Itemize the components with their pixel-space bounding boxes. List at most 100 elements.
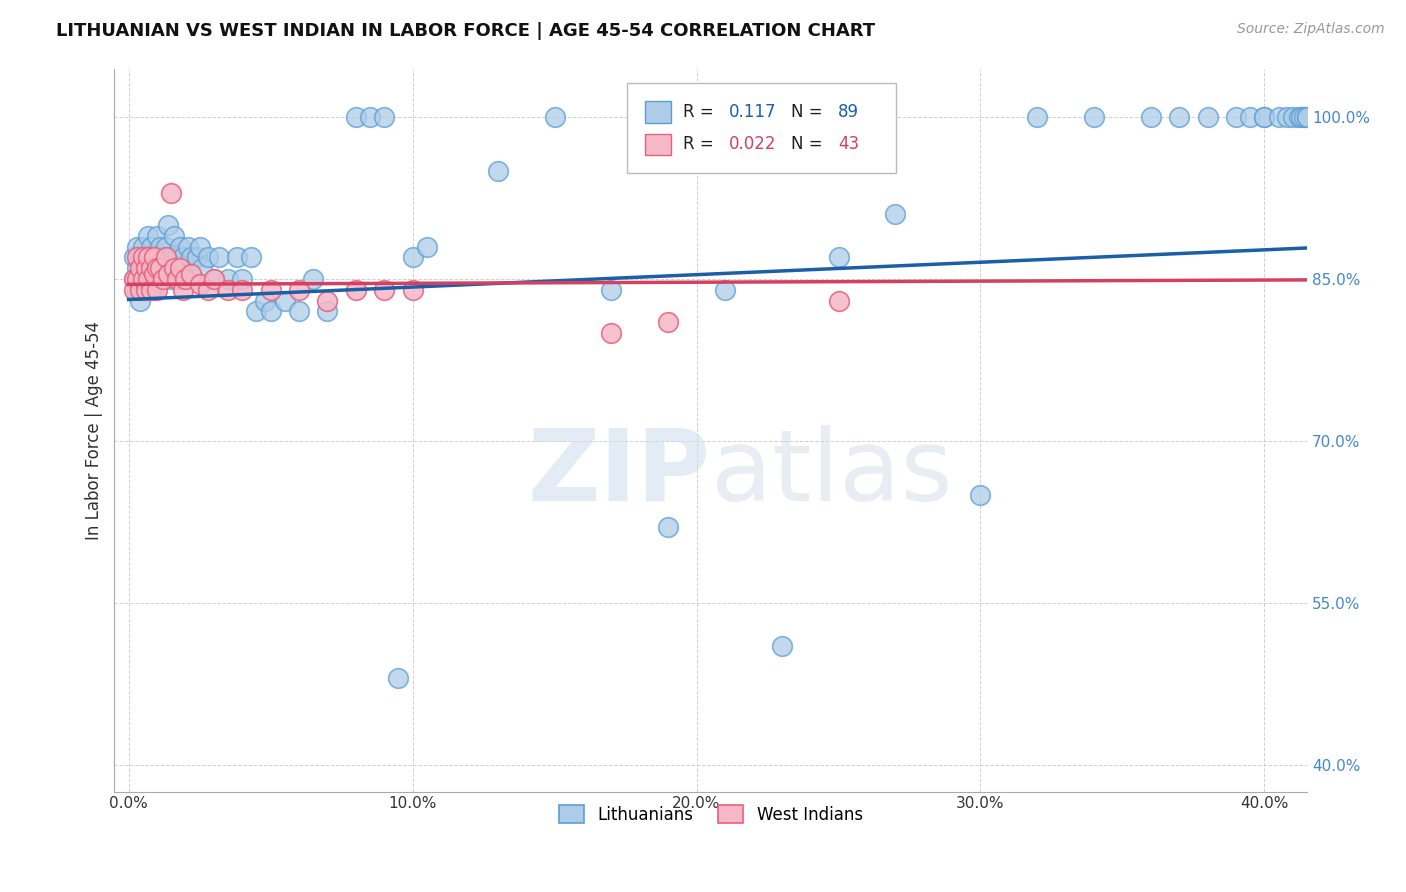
Point [183,272,205,286]
Point [316,293,339,308]
Point [129,261,152,276]
Point [169,261,191,276]
Text: N =: N = [790,136,823,153]
Point [1291,110,1313,124]
Point [373,110,395,124]
Point [1267,110,1289,124]
Point [124,251,146,265]
Point [157,218,180,232]
Point [191,261,214,276]
Point [143,251,166,265]
Point [132,251,155,265]
Point [177,239,200,253]
Point [169,261,191,276]
Point [344,283,367,297]
Point [146,261,169,276]
Point [127,251,149,265]
Point [197,251,219,265]
FancyBboxPatch shape [627,83,896,173]
Text: 0.117: 0.117 [728,103,776,121]
Point [135,283,157,297]
Text: 43: 43 [838,136,859,153]
Point [1253,110,1275,124]
Point [135,261,157,276]
Point [827,293,849,308]
FancyBboxPatch shape [645,101,672,123]
Point [146,228,169,243]
Point [132,239,155,253]
Point [217,283,239,297]
Point [149,239,172,253]
Point [129,272,152,286]
Y-axis label: In Labor Force | Age 45-54: In Labor Force | Age 45-54 [86,320,103,540]
Point [129,293,152,308]
Point [217,272,239,286]
Point [152,251,174,265]
Point [1239,110,1261,124]
Point [543,110,565,124]
Point [152,272,174,286]
Text: R =: R = [683,103,714,121]
Point [141,261,163,276]
Point [1026,110,1049,124]
Point [387,671,409,685]
Point [149,261,172,276]
Point [657,315,679,329]
Point [143,267,166,281]
Point [1294,110,1316,124]
Point [180,251,202,265]
Point [180,267,202,281]
Point [373,283,395,297]
Point [259,304,281,318]
Point [157,267,180,281]
Point [124,272,146,286]
Point [316,304,339,318]
Point [486,164,509,178]
Point [188,277,211,292]
Point [600,283,623,297]
Point [401,251,423,265]
Point [141,239,163,253]
Point [132,283,155,297]
Point [174,272,197,286]
Point [138,251,160,265]
Point [160,186,183,200]
Point [129,283,152,297]
Point [188,239,211,253]
Point [127,283,149,297]
Point [827,251,849,265]
Point [274,293,297,308]
Text: R =: R = [683,136,714,153]
Point [1168,110,1191,124]
Point [163,261,186,276]
Point [1140,110,1163,124]
Point [160,272,183,286]
Point [253,293,276,308]
Point [202,272,225,286]
Point [1296,110,1319,124]
Point [714,283,737,297]
Point [146,283,169,297]
Point [143,283,166,297]
Text: 89: 89 [838,103,859,121]
Point [135,251,157,265]
Point [155,239,177,253]
Point [152,272,174,286]
Point [359,110,381,124]
Point [146,272,169,286]
Point [884,207,907,221]
Point [202,272,225,286]
Point [1296,110,1319,124]
Point [143,251,166,265]
Point [132,272,155,286]
Point [174,272,197,286]
Point [1253,110,1275,124]
Point [186,251,208,265]
Point [239,251,262,265]
Text: atlas: atlas [710,425,952,522]
Point [231,272,253,286]
Point [1275,110,1298,124]
Legend: Lithuanians, West Indians: Lithuanians, West Indians [553,799,869,830]
Point [155,251,177,265]
Point [416,239,439,253]
